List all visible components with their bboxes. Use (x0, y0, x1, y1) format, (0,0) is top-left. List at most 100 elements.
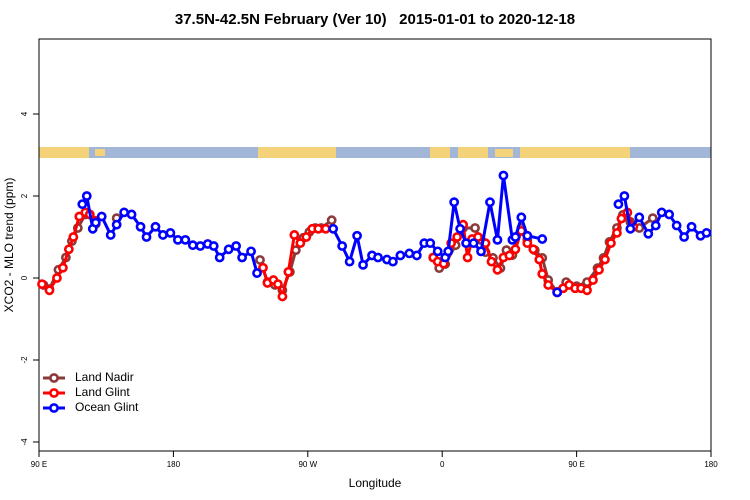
x-tick-label: 0 (440, 460, 445, 469)
legend-label: Land Nadir (75, 370, 134, 384)
map-strip (39, 147, 711, 158)
point (258, 262, 268, 273)
point (214, 252, 225, 263)
point (352, 230, 362, 241)
legend-label: Ocean Glint (75, 400, 139, 414)
point (522, 230, 533, 241)
legend-marker (49, 373, 59, 383)
legend-marker (49, 388, 59, 398)
point (510, 244, 521, 255)
x-tick-label: 90 E (568, 460, 584, 469)
x-tick-label: 90 W (298, 460, 317, 469)
point (619, 191, 630, 201)
x-tick-label: 180 (167, 460, 181, 469)
point (77, 199, 88, 210)
point (388, 256, 398, 267)
point (612, 228, 622, 238)
land-band (430, 147, 450, 158)
point (486, 256, 497, 267)
point (634, 212, 645, 223)
point (461, 238, 471, 249)
point (141, 232, 152, 242)
land-band (520, 147, 630, 158)
point (68, 232, 79, 242)
y-tick-label: -2 (20, 356, 29, 364)
chart-title: 37.5N-42.5N February (Ver 10) 2015-01-01… (175, 11, 575, 28)
point (498, 170, 509, 181)
point (44, 285, 55, 296)
point (462, 252, 473, 263)
point (37, 279, 47, 290)
x-axis-label: Longitude (349, 476, 402, 490)
point (468, 238, 479, 249)
point (485, 197, 495, 208)
point (552, 287, 563, 298)
ocean-band (39, 147, 711, 158)
land-band (39, 147, 89, 158)
series-line (42, 212, 654, 295)
point (326, 215, 337, 226)
point (301, 232, 312, 242)
point (237, 252, 247, 263)
point (452, 232, 463, 242)
land-band (495, 149, 513, 157)
point (543, 280, 554, 290)
point (150, 221, 161, 232)
point (650, 220, 661, 231)
point (701, 228, 712, 238)
point (320, 223, 331, 234)
y-tick-label: 4 (20, 111, 29, 116)
point (344, 256, 355, 267)
point (295, 238, 306, 249)
point (613, 199, 624, 210)
point (337, 241, 348, 251)
point (313, 223, 324, 234)
point (395, 250, 406, 261)
point (277, 291, 288, 302)
point (63, 244, 74, 255)
y-axis-label: XCO2 - MLO trend (ppm) (2, 178, 16, 313)
point (686, 221, 697, 232)
x-tick-label: 90 E (31, 460, 47, 469)
x-tick-label: 180 (704, 460, 718, 469)
point (492, 234, 503, 245)
point (473, 232, 483, 242)
point (411, 250, 422, 261)
point (528, 244, 539, 255)
point (252, 268, 262, 278)
point (328, 223, 339, 234)
point (126, 209, 137, 220)
point (470, 223, 480, 233)
point (172, 234, 183, 245)
point (600, 254, 610, 265)
point (449, 197, 460, 208)
point (231, 241, 242, 251)
point (96, 211, 107, 222)
land-band (258, 147, 336, 158)
point (180, 234, 191, 245)
point (679, 232, 690, 242)
point (223, 244, 234, 255)
point (404, 248, 415, 259)
point (616, 213, 627, 224)
land-band (95, 149, 105, 156)
point (187, 240, 198, 251)
point (671, 220, 682, 231)
point (373, 252, 383, 263)
point (289, 230, 300, 240)
point (90, 217, 101, 228)
point (81, 191, 92, 201)
point (111, 219, 122, 230)
point (588, 275, 598, 285)
legend-marker (49, 403, 59, 413)
point (594, 264, 604, 275)
point (283, 266, 294, 277)
point (255, 255, 265, 265)
point (52, 273, 62, 283)
point (158, 230, 168, 240)
point (625, 223, 636, 234)
point (358, 259, 368, 270)
point (534, 254, 545, 265)
y-tick-label: -4 (20, 438, 29, 446)
